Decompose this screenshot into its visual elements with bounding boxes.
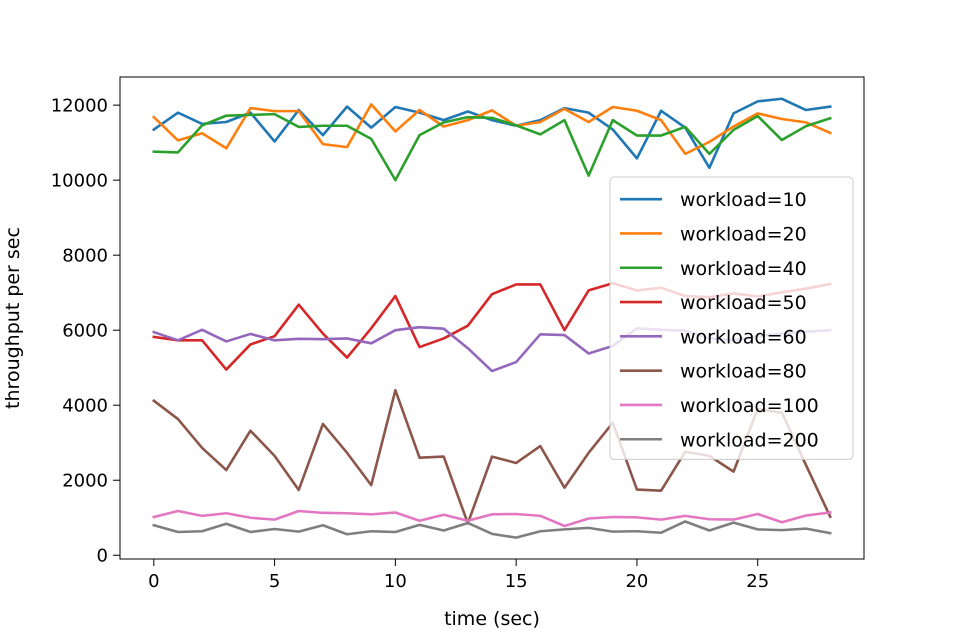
y-tick-label-0: 0 bbox=[97, 546, 108, 567]
series-line-1 bbox=[151, 103, 832, 156]
y-tick-label-6: 12000 bbox=[51, 96, 108, 117]
y-tick-label-4: 8000 bbox=[62, 246, 108, 267]
legend-label-5: workload=80 bbox=[680, 361, 807, 383]
legend-label-1: workload=20 bbox=[680, 223, 807, 245]
legend-label-3: workload=50 bbox=[680, 292, 807, 314]
plot-area-frame bbox=[119, 76, 865, 560]
y-tick-label-5: 10000 bbox=[51, 171, 108, 192]
legend-label-6: workload=100 bbox=[680, 395, 819, 417]
x-tick-label-5: 25 bbox=[746, 571, 769, 592]
x-axis-label: time (sec) bbox=[444, 608, 540, 630]
x-axis: 0 5 10 15 20 25 bbox=[148, 559, 769, 592]
x-tick-label-0: 0 bbox=[148, 571, 159, 592]
y-tick-label-3: 6000 bbox=[62, 321, 108, 342]
x-tick-label-3: 15 bbox=[505, 571, 528, 592]
y-axis-label: throughput per sec bbox=[2, 227, 24, 409]
series-line-0 bbox=[152, 97, 832, 170]
y-tick-label-1: 2000 bbox=[62, 471, 108, 492]
legend-label-0: workload=10 bbox=[680, 189, 807, 211]
y-tick-label-2: 4000 bbox=[62, 396, 108, 417]
series-layer bbox=[151, 97, 832, 539]
series-line-6 bbox=[152, 509, 832, 528]
legend-box bbox=[609, 176, 854, 460]
x-tick-label-4: 20 bbox=[625, 571, 648, 592]
x-tick-label-2: 10 bbox=[384, 571, 407, 592]
legend: workload=10 workload=20 workload=40 workloa… bbox=[609, 176, 854, 460]
legend-label-7: workload=200 bbox=[680, 429, 819, 451]
legend-label-2: workload=40 bbox=[680, 258, 807, 280]
series-line-7 bbox=[152, 520, 832, 539]
x-tick-label-1: 5 bbox=[269, 571, 280, 592]
series-line-5 bbox=[151, 388, 832, 525]
legend-label-4: workload=60 bbox=[680, 326, 807, 348]
y-axis: 0 2000 4000 6000 8000 10000 12000 bbox=[51, 96, 120, 567]
series-line-2 bbox=[152, 112, 832, 182]
